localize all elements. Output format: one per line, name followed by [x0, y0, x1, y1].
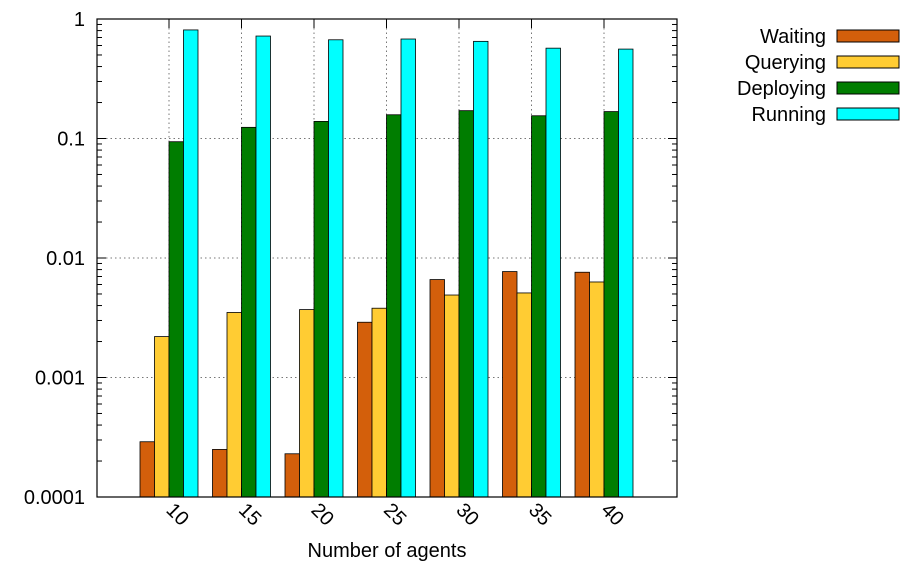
bar-querying-15 [226, 312, 242, 498]
bar-waiting-30 [429, 279, 445, 498]
x-tick-label: 25 [379, 499, 410, 530]
bar-querying-10 [154, 336, 170, 498]
bar-running-30 [473, 40, 489, 498]
bar-querying-20 [299, 309, 315, 498]
legend-swatch-deploying [836, 81, 900, 95]
bar-deploying-40 [603, 111, 619, 498]
x-tick-label: 40 [597, 499, 628, 530]
bar-waiting-20 [284, 453, 300, 498]
bar-querying-35 [516, 292, 532, 498]
y-tick-label: 0.001 [35, 368, 85, 390]
x-tick-label: 10 [162, 499, 193, 530]
x-tick-label: 35 [524, 499, 555, 530]
bar-querying-25 [371, 307, 387, 498]
bar-running-20 [328, 39, 344, 498]
y-tick-label: 0.01 [46, 248, 85, 270]
legend-label-deploying: Deploying [737, 78, 826, 100]
x-axis-label: Number of agents [308, 540, 467, 562]
bar-waiting-15 [212, 449, 228, 498]
y-tick-label: 1 [74, 9, 85, 31]
bar-deploying-25 [386, 114, 402, 498]
bar-running-35 [545, 47, 561, 498]
bar-deploying-20 [313, 121, 329, 498]
bar-deploying-15 [241, 126, 257, 498]
bar-querying-40 [589, 281, 605, 498]
y-tick-label: 0.1 [57, 129, 85, 151]
bar-deploying-35 [531, 115, 547, 498]
bar-deploying-30 [458, 110, 474, 498]
legend-swatch-running [836, 107, 900, 121]
x-tick-label: 20 [307, 499, 338, 530]
bar-running-10 [183, 29, 199, 498]
bars [139, 29, 634, 498]
y-tick-label: 0.0001 [24, 487, 85, 509]
legend: Waiting Querying Deploying Running [737, 26, 900, 126]
bar-running-40 [618, 48, 634, 498]
x-tick-label: 30 [452, 499, 483, 530]
x-tick-label: 15 [234, 499, 265, 530]
legend-label-querying: Querying [745, 52, 826, 74]
bar-running-15 [255, 35, 271, 498]
legend-swatch-querying [836, 55, 900, 69]
bar-waiting-10 [139, 441, 155, 498]
bar-querying-30 [444, 294, 460, 498]
legend-label-waiting: Waiting [760, 26, 826, 48]
bar-waiting-35 [502, 271, 518, 498]
bar-waiting-25 [357, 321, 373, 498]
bar-running-25 [400, 38, 416, 498]
bar-waiting-40 [574, 271, 590, 498]
legend-swatch-waiting [836, 29, 900, 43]
bar-deploying-10 [168, 141, 184, 498]
legend-label-running: Running [751, 104, 826, 126]
